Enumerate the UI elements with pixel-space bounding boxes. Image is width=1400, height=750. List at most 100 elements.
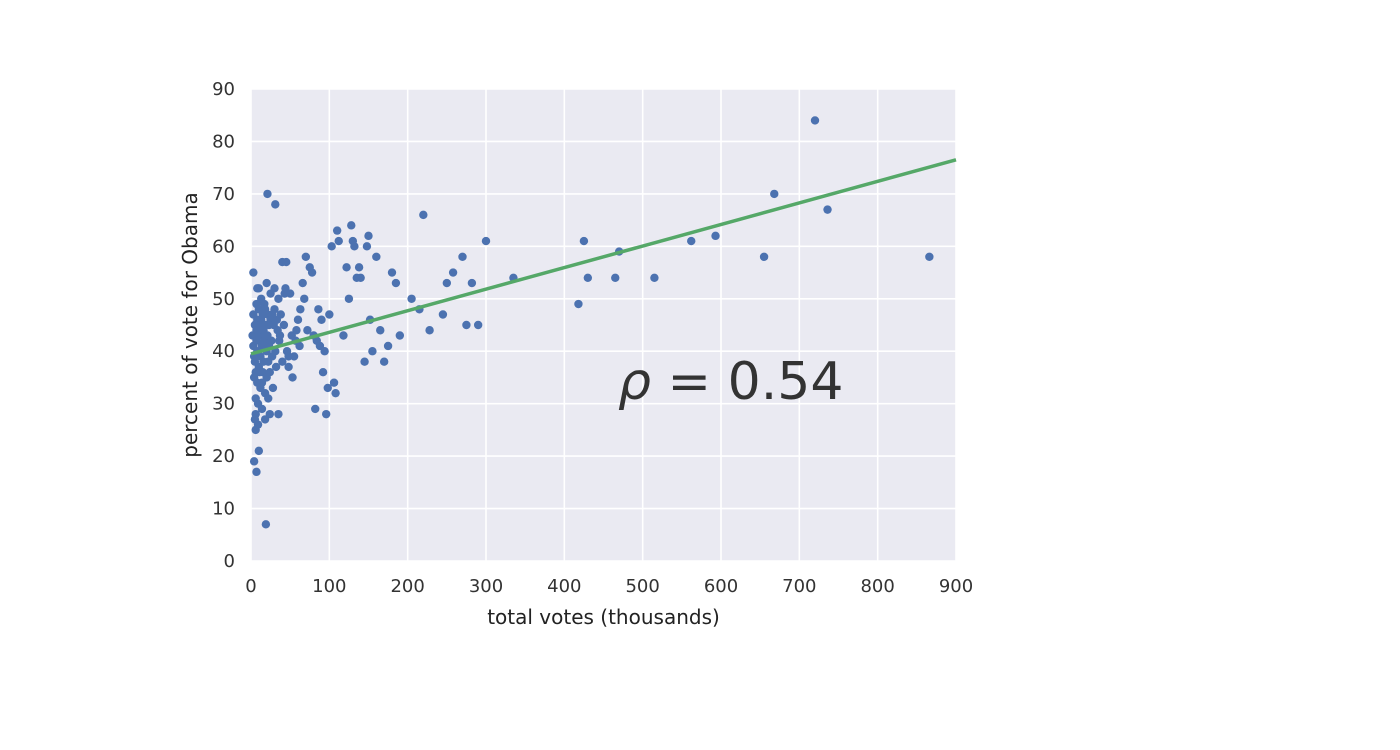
scatter-point: [249, 457, 259, 466]
x-tick-label: 600: [704, 576, 738, 597]
y-tick-labels: 0 10 20 30 40 50 60 70 80 90: [212, 79, 235, 572]
scatter-point: [356, 273, 365, 282]
y-tick-label: 0: [224, 551, 235, 572]
scatter-point: [257, 378, 267, 387]
scatter-point: [419, 210, 428, 220]
x-tick-label: 200: [390, 576, 424, 597]
scatter-point: [253, 326, 263, 335]
scatter-point: [354, 263, 364, 272]
scatter-point: [344, 294, 354, 303]
scatter-point: [322, 409, 331, 419]
scatter-point: [284, 362, 293, 372]
scatter-point: [270, 284, 279, 293]
scatter-point: [298, 278, 307, 288]
y-tick-label: 70: [212, 184, 235, 205]
scatter-point: [481, 236, 491, 246]
scatter-point: [265, 368, 274, 377]
scatter-point: [278, 357, 287, 366]
x-tick-label: 800: [860, 576, 894, 597]
scatter-point: [438, 310, 448, 319]
scatter-point: [288, 373, 297, 382]
scatter-point: [391, 278, 401, 288]
scatter-point: [275, 331, 285, 340]
y-tick-label: 90: [212, 79, 235, 100]
y-tick-label: 30: [212, 394, 235, 415]
scatter-point: [462, 320, 471, 330]
scatter-point: [255, 368, 264, 377]
scatter-point: [260, 305, 270, 314]
scatter-point: [339, 331, 348, 340]
correlation-value: = 0.54: [651, 352, 843, 412]
scatter-point: [264, 394, 273, 403]
scatter-point: [300, 294, 309, 303]
data-points: [248, 116, 934, 529]
scatter-point: [320, 347, 329, 356]
y-tick-label: 80: [212, 131, 235, 152]
scatter-point: [579, 236, 589, 246]
scatter-point: [347, 221, 356, 230]
x-tick-labels: 0 100 200 300 400 500 600 700 800 900: [245, 576, 973, 597]
scatter-point: [307, 268, 317, 277]
scatter-point: [303, 326, 312, 335]
scatter-point: [284, 352, 293, 361]
scatter-point: [650, 273, 659, 282]
scatter-point: [407, 294, 416, 303]
scatter-point: [261, 520, 271, 529]
scatter-point: [810, 116, 820, 125]
scatter-point: [925, 252, 934, 262]
scatter-point: [687, 236, 696, 246]
scatter-point: [458, 252, 467, 262]
regression-line: [250, 158, 957, 356]
scatter-point: [272, 315, 282, 324]
scatter-point: [271, 362, 281, 372]
scatter-point: [770, 189, 779, 199]
plot-background: [251, 89, 956, 561]
scatter-point: [274, 294, 283, 303]
y-tick-label: 60: [212, 236, 235, 257]
x-tick-label: 400: [547, 576, 581, 597]
scatter-point: [292, 326, 301, 335]
scatter-point: [574, 299, 583, 309]
scatter-point: [711, 231, 720, 241]
scatter-point: [263, 189, 272, 199]
scatter-point: [252, 467, 261, 477]
scatter-point: [262, 278, 271, 288]
scatter-point: [267, 336, 276, 345]
scatter-point: [249, 268, 258, 277]
scatter-point: [327, 242, 336, 251]
scatter-point: [364, 231, 373, 241]
scatter-point: [301, 252, 311, 262]
scatter-point: [325, 310, 334, 319]
scatter-point: [332, 226, 342, 235]
scatter-point: [257, 404, 267, 414]
scatter-point: [318, 368, 328, 377]
x-tick-label: 300: [469, 576, 503, 597]
scatter-point: [282, 257, 291, 267]
scatter-point: [372, 252, 381, 262]
y-axis-label: percent of vote for Obama: [178, 192, 202, 457]
scatter-point: [342, 263, 351, 272]
scatter-point: [362, 242, 372, 251]
scatter-point: [334, 236, 343, 246]
scatter-point: [823, 205, 832, 214]
scatter-point: [329, 378, 339, 387]
scatter-point: [253, 284, 262, 293]
x-axis-label: total votes (thousands): [487, 605, 720, 629]
y-tick-label: 40: [212, 341, 235, 362]
x-tick-label: 900: [939, 576, 973, 597]
scatter-point: [254, 446, 264, 456]
scatter-point: [467, 278, 477, 288]
scatter-point: [442, 278, 452, 288]
scatter-point: [293, 315, 303, 324]
scatter-point: [251, 425, 260, 435]
rho-symbol: ρ: [618, 352, 651, 412]
scatter-point: [350, 242, 359, 251]
y-tick-label: 50: [212, 289, 235, 310]
scatter-point: [473, 320, 483, 330]
scatter-point: [360, 357, 369, 366]
scatter-point: [611, 273, 620, 282]
x-tick-label: 700: [782, 576, 816, 597]
y-tick-label: 10: [212, 499, 235, 520]
correlation-annotation: ρ = 0.54: [618, 352, 843, 412]
